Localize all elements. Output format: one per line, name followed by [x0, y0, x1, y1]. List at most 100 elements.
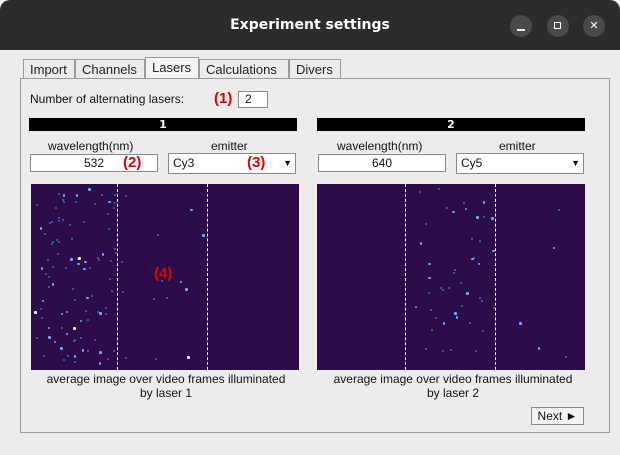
fluorescent-spot	[434, 316, 437, 319]
fluorescent-spot	[179, 280, 183, 284]
fluorescent-spot	[190, 208, 193, 212]
tab-import[interactable]: Import	[23, 59, 75, 78]
fluorescent-spot	[99, 351, 102, 354]
tab-calculations[interactable]: Calculations	[199, 59, 289, 78]
fluorescent-spot	[424, 223, 427, 226]
laser-2-emitter-label: emitter	[499, 139, 536, 153]
num-lasers-label: Number of alternating lasers:	[30, 92, 185, 106]
fluorescent-spot	[125, 194, 128, 197]
fluorescent-spot	[44, 233, 47, 236]
fluorescent-spot	[83, 267, 86, 271]
fluorescent-spot	[108, 277, 111, 280]
maximize-button[interactable]	[547, 15, 569, 37]
channel-divider	[117, 184, 118, 370]
laser-1-header: 1	[29, 118, 297, 131]
next-button[interactable]: Next ►	[531, 407, 584, 425]
close-button[interactable]: ✕	[583, 15, 605, 37]
fluorescent-spot	[62, 218, 65, 221]
title-bar[interactable]: Experiment settings ✕	[0, 0, 620, 50]
fluorescent-spot	[455, 316, 459, 319]
fluorescent-spot	[107, 212, 110, 215]
fluorescent-spot	[88, 266, 91, 269]
fluorescent-spot	[425, 348, 428, 351]
laser-1-wavelength-label: wavelength(nm)	[48, 139, 134, 153]
fluorescent-spot	[414, 305, 418, 309]
fluorescent-spot	[65, 310, 69, 314]
fluorescent-spot	[187, 356, 191, 360]
fluorescent-spot	[57, 193, 60, 196]
annotation-4: (4)	[154, 265, 173, 282]
fluorescent-spot	[77, 262, 80, 266]
fluorescent-spot	[49, 222, 52, 225]
fluorescent-spot	[450, 348, 453, 351]
fluorescent-spot	[101, 193, 104, 196]
laser-1-wavelength-input[interactable]: 532	[30, 154, 158, 172]
fluorescent-spot	[47, 259, 50, 262]
fluorescent-spot	[491, 217, 494, 220]
fluorescent-spot	[441, 289, 444, 292]
fluorescent-spot	[33, 311, 37, 315]
fluorescent-spot	[50, 221, 53, 224]
fluorescent-spot	[438, 188, 441, 190]
fluorescent-spot	[110, 260, 113, 263]
fluorescent-spot	[78, 257, 82, 261]
fluorescent-spot	[47, 326, 51, 330]
fluorescent-spot	[121, 261, 124, 264]
fluorescent-spot	[122, 291, 125, 294]
fluorescent-spot	[459, 282, 462, 285]
fluorescent-spot	[61, 326, 64, 329]
laser-1-caption-line2: by laser 1	[139, 386, 193, 400]
fluorescent-spot	[67, 355, 70, 358]
fluorescent-spot	[96, 257, 99, 260]
laser-2-header: 2	[317, 118, 585, 131]
fluorescent-spot	[442, 350, 445, 353]
fluorescent-spot	[61, 198, 64, 201]
fluorescent-spot	[427, 292, 430, 295]
fluorescent-spot	[48, 286, 51, 289]
fluorescent-spot	[155, 357, 158, 360]
fluorescent-spot	[51, 240, 54, 243]
tab-channels[interactable]: Channels	[75, 59, 145, 78]
fluorescent-spot	[477, 262, 481, 266]
fluorescent-spot	[428, 262, 431, 266]
fluorescent-spot	[36, 204, 39, 207]
fluorescent-spot	[469, 321, 472, 324]
laser-1-emitter-label: emitter	[211, 139, 248, 153]
fluorescent-spot	[91, 295, 94, 298]
fluorescent-spot	[552, 246, 556, 250]
fluorescent-spot	[107, 358, 110, 361]
fluorescent-spot	[447, 287, 450, 290]
tab-lasers[interactable]: Lasers	[145, 57, 199, 78]
fluorescent-spot	[88, 188, 91, 191]
fluorescent-spot	[99, 312, 102, 315]
fluorescent-spot	[82, 220, 85, 223]
dialog-content: Import Channels Lasers Calculations Dive…	[9, 50, 611, 445]
fluorescent-spot	[57, 240, 60, 243]
fluorescent-spot	[76, 257, 79, 260]
minimize-button[interactable]	[510, 15, 532, 37]
fluorescent-spot	[63, 200, 66, 203]
fluorescent-spot	[166, 296, 169, 299]
fluorescent-spot	[452, 272, 455, 275]
num-lasers-input[interactable]: 2	[238, 91, 268, 108]
tab-divers[interactable]: Divers	[289, 59, 341, 78]
fluorescent-spot	[430, 308, 433, 311]
laser-1-emitter-select[interactable]: Cy3 ▼	[168, 153, 296, 174]
fluorescent-spot	[73, 340, 76, 343]
fluorescent-spot	[105, 306, 108, 309]
laser-2-caption-line2: by laser 2	[426, 386, 480, 400]
fluorescent-spot	[160, 280, 163, 283]
chevron-down-icon: ▼	[283, 158, 292, 168]
fluorescent-spot	[481, 329, 484, 332]
fluorescent-spot	[96, 311, 99, 314]
fluorescent-spot	[418, 190, 421, 193]
fluorescent-spot	[75, 194, 78, 197]
fluorescent-spot	[93, 203, 96, 206]
fluorescent-spot	[440, 287, 443, 290]
fluorescent-spot	[442, 322, 446, 325]
fluorescent-spot	[481, 299, 484, 302]
laser-2-emitter-select[interactable]: Cy5 ▼	[456, 153, 584, 174]
laser-2-wavelength-input[interactable]: 640	[318, 154, 446, 172]
fluorescent-spot	[462, 201, 465, 204]
fluorescent-spot	[62, 358, 65, 361]
